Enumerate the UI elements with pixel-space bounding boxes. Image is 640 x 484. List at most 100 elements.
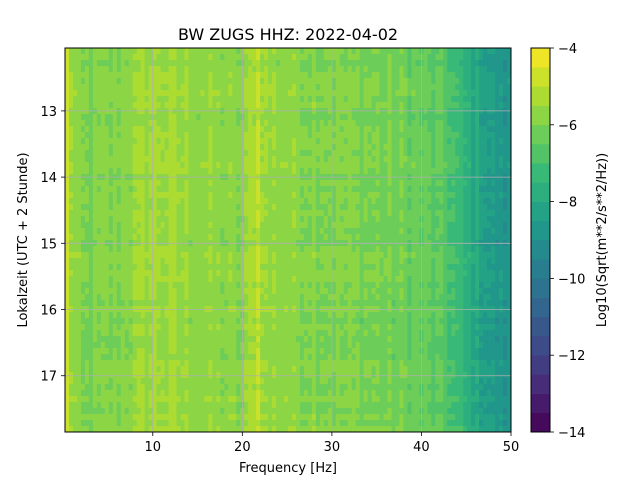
heatmap-cell [455,282,460,289]
heatmap-cell [160,48,165,55]
heatmap-cell [172,258,177,265]
heatmap-cell [92,282,98,289]
heatmap-cell [475,78,480,85]
heatmap-cell [72,126,78,133]
heatmap-cell [136,204,142,211]
heatmap-cell [319,48,325,55]
heatmap-cell [467,216,472,223]
heatmap-cell [367,114,373,121]
heatmap-cell [168,132,173,139]
heatmap-cell [315,222,321,229]
heatmap-cell [232,288,237,295]
heatmap-cell [355,120,361,127]
heatmap-cell [156,66,161,73]
heatmap-cell [252,90,257,97]
heatmap-cell [407,120,412,127]
heatmap-cell [280,252,285,259]
heatmap-cell [435,294,440,301]
heatmap-cell [335,144,341,151]
heatmap-cell [276,312,281,319]
heatmap-cell [447,144,452,151]
heatmap-cell [387,186,392,193]
heatmap-cell [264,210,269,217]
heatmap-cell [459,282,464,289]
heatmap-cell [411,66,416,73]
heatmap-cell [299,144,305,151]
heatmap-cell [471,228,476,235]
heatmap-cell [383,192,388,199]
heatmap-cell [507,270,512,277]
heatmap-cell [236,312,241,319]
heatmap-cell [124,264,130,271]
heatmap-cell [295,282,301,289]
heatmap-cell [144,294,150,301]
heatmap-cell [88,48,94,55]
heatmap-cell [176,300,181,307]
heatmap-cell [359,180,365,187]
heatmap-cell [88,156,94,163]
heatmap-cell [339,216,345,223]
heatmap-cell [160,66,165,73]
heatmap-cell [168,294,173,301]
heatmap-cell [192,234,197,241]
heatmap-cell [443,66,448,73]
heatmap-cell [168,84,173,91]
heatmap-cell [268,198,273,205]
heatmap-cell [112,258,118,265]
heatmap-cell [507,60,512,67]
heatmap-cell [72,96,78,103]
heatmap-cell [276,180,281,187]
heatmap-cell [220,270,225,277]
heatmap-cell [423,210,428,217]
heatmap-cell [359,66,365,73]
heatmap-cell [276,156,281,163]
heatmap-cell [303,144,309,151]
heatmap-cell [415,120,420,127]
heatmap-cell [236,126,241,133]
heatmap-cell [395,144,400,151]
heatmap-cell [252,234,257,241]
heatmap-cell [399,276,404,283]
heatmap-cell [152,126,157,133]
heatmap-cell [323,210,329,217]
heatmap-cell [439,66,444,73]
heatmap-cell [475,162,480,169]
heatmap-cell [184,120,189,127]
heatmap-cell [403,168,408,175]
heatmap-cell [260,156,265,163]
heatmap-cell [100,78,106,85]
heatmap-cell [339,132,345,139]
heatmap-cell [248,138,253,145]
heatmap-cell [196,270,201,277]
heatmap-cell [260,294,265,301]
heatmap-cell [272,84,277,91]
heatmap-cell [232,180,237,187]
heatmap-cell [284,186,289,193]
heatmap-cell [184,282,189,289]
heatmap-cell [475,300,480,307]
heatmap-cell [411,54,416,61]
heatmap-cell [236,204,241,211]
heatmap-cell [323,282,329,289]
heatmap-cell [144,66,150,73]
heatmap-cell [291,156,297,163]
heatmap-cell [435,78,440,85]
heatmap-cell [188,270,193,277]
heatmap-cell [459,132,464,139]
heatmap-cell [495,102,500,109]
heatmap-cell [351,78,357,85]
heatmap-cell [463,102,468,109]
heatmap-cell [204,126,209,133]
heatmap-cell [295,126,301,133]
heatmap-cell [65,198,70,205]
heatmap-cell [92,168,98,175]
heatmap-cell [467,294,472,301]
heatmap-cell [276,222,281,229]
heatmap-cell [180,72,185,79]
heatmap-cell [435,84,440,91]
heatmap-cell [276,96,281,103]
heatmap-cell [387,90,392,97]
heatmap-cell [164,120,169,127]
heatmap-cell [331,210,337,217]
heatmap-cell [260,186,265,193]
